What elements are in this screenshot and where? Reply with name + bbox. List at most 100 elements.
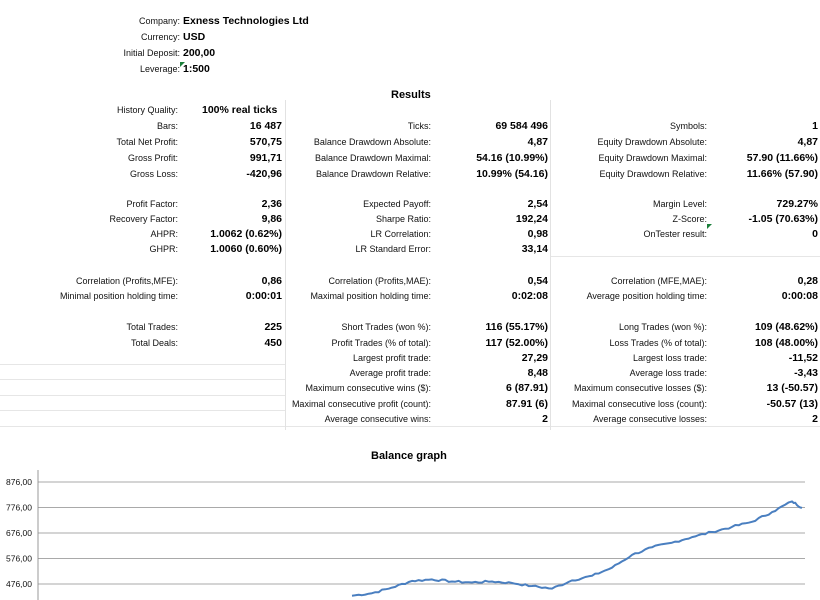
ghpr-label: GHPR: — [149, 244, 178, 254]
largest-loss-value: -11,52 — [788, 352, 818, 364]
ticks-label: Ticks: — [407, 121, 431, 131]
divider — [550, 100, 551, 430]
gross-profit-value: 991,71 — [249, 152, 282, 164]
recovery-factor-label: Recovery Factor: — [109, 214, 178, 224]
largest-profit-label: Largest profit trade: — [352, 353, 431, 363]
corr-profits-mae-value: 0,54 — [527, 275, 548, 287]
maximal-cons-profit-value: 87.91 (6) — [505, 398, 548, 410]
avg-profit-value: 8,48 — [527, 367, 548, 379]
z-score-value: -1.05 (70.63%) — [748, 213, 818, 225]
short-trades-label: Short Trades (won %): — [341, 322, 431, 332]
bars-value: 16 487 — [249, 120, 282, 132]
avg-cons-losses-label: Average consecutive losses: — [593, 414, 707, 424]
ontester-label: OnTester result: — [643, 229, 707, 239]
long-trades-label: Long Trades (won %): — [618, 322, 707, 332]
gross-profit-label: Gross Profit: — [127, 153, 178, 163]
divider — [0, 364, 285, 365]
largest-profit-value: 27,29 — [521, 352, 548, 364]
balance-dd-max-label: Balance Drawdown Maximal: — [314, 153, 431, 163]
avg-loss-value: -3,43 — [794, 367, 818, 379]
symbols-label: Symbols: — [669, 121, 707, 131]
total-net-profit-value: 570,75 — [249, 136, 282, 148]
profit-factor-value: 2,36 — [261, 198, 282, 210]
cell-marker — [707, 224, 712, 229]
maximal-cons-profit-label: Maximal consecutive profit (count): — [291, 399, 431, 409]
y-tick-label: 776,00 — [6, 503, 32, 513]
gross-loss-label: Gross Loss: — [129, 169, 178, 179]
avg-hold-value: 0:00:08 — [781, 290, 818, 302]
corr-profits-mfe-label: Correlation (Profits,MFE): — [75, 276, 178, 286]
corr-mfe-mae-label: Correlation (MFE,MAE): — [610, 276, 707, 286]
profit-factor-label: Profit Factor: — [126, 199, 178, 209]
profit-trades-label: Profit Trades (% of total): — [331, 338, 431, 348]
total-trades-value: 225 — [264, 321, 282, 333]
total-deals-label: Total Deals: — [130, 338, 178, 348]
results-title: Results — [391, 89, 431, 101]
balance-line — [351, 500, 803, 597]
divider — [0, 395, 285, 396]
bars-label: Bars: — [156, 121, 178, 131]
max-cons-losses-value: 13 (-50.57) — [766, 382, 818, 394]
corr-profits-mae-label: Correlation (Profits,MAE): — [328, 276, 431, 286]
equity-dd-rel-value: 11.66% (57.90) — [746, 168, 818, 180]
divider — [0, 379, 285, 380]
equity-dd-abs-label: Equity Drawdown Absolute: — [597, 137, 707, 147]
expected-payoff-label: Expected Payoff: — [363, 199, 431, 209]
min-hold-value: 0:00:01 — [245, 290, 282, 302]
deposit-label: Initial Deposit: — [123, 48, 180, 58]
long-trades-value: 109 (48.62%) — [754, 321, 818, 333]
y-tick-label: 676,00 — [6, 528, 32, 538]
history-quality-label: History Quality: — [116, 105, 178, 115]
equity-dd-max-value: 57.90 (11.66%) — [746, 152, 818, 164]
avg-cons-wins-label: Average consecutive wins: — [324, 414, 431, 424]
loss-trades-value: 108 (48.00%) — [754, 337, 818, 349]
margin-level-label: Margin Level: — [652, 199, 707, 209]
avg-cons-losses-value: 2 — [812, 413, 818, 425]
avg-hold-label: Average position holding time: — [586, 291, 707, 301]
corr-mfe-mae-value: 0,28 — [797, 275, 818, 287]
max-cons-losses-label: Maximum consecutive losses ($): — [573, 383, 707, 393]
expected-payoff-value: 2,54 — [527, 198, 548, 210]
divider — [285, 100, 286, 430]
profit-trades-value: 117 (52.00%) — [485, 337, 548, 349]
cell-marker — [180, 62, 185, 67]
max-hold-label: Maximal position holding time: — [310, 291, 431, 301]
leverage-label: Leverage: — [139, 64, 180, 74]
currency-value: USD — [183, 31, 206, 43]
corr-profits-mfe-value: 0,86 — [261, 275, 282, 287]
ontester-value: 0 — [812, 228, 818, 240]
max-cons-wins-label: Maximum consecutive wins ($): — [305, 383, 431, 393]
avg-loss-label: Average loss trade: — [629, 368, 707, 378]
y-tick-label: 876,00 — [6, 477, 32, 487]
lr-std-error-value: 33,14 — [521, 243, 548, 255]
balance-dd-rel-label: Balance Drawdown Relative: — [315, 169, 431, 179]
ghpr-value: 1.0060 (0.60%) — [210, 243, 282, 255]
avg-cons-wins-value: 2 — [542, 413, 548, 425]
maximal-cons-loss-label: Maximal consecutive loss (count): — [571, 399, 707, 409]
y-tick-label: 476,00 — [6, 579, 32, 589]
balance-dd-abs-label: Balance Drawdown Absolute: — [313, 137, 431, 147]
loss-trades-label: Loss Trades (% of total): — [609, 338, 707, 348]
max-cons-wins-value: 6 (87.91) — [505, 382, 548, 394]
chart-title: Balance graph — [371, 450, 447, 462]
equity-dd-rel-label: Equity Drawdown Relative: — [599, 169, 707, 179]
total-trades-label: Total Trades: — [126, 322, 178, 332]
max-hold-value: 0:02:08 — [511, 290, 548, 302]
equity-dd-abs-value: 4,87 — [797, 136, 818, 148]
deposit-value: 200,00 — [183, 47, 216, 59]
lr-std-error-label: LR Standard Error: — [355, 244, 431, 254]
ticks-value: 69 584 496 — [495, 120, 548, 132]
history-quality-value: 100% real ticks — [202, 104, 278, 116]
maximal-cons-loss-value: -50.57 (13) — [766, 398, 818, 410]
sharpe-ratio-label: Sharpe Ratio: — [375, 214, 431, 224]
balance-chart: 876,00 776,00 676,00 576,00 476,00 — [6, 470, 805, 600]
divider — [550, 256, 820, 257]
currency-label: Currency: — [140, 32, 180, 42]
company-label: Company: — [138, 16, 180, 26]
total-deals-value: 450 — [264, 337, 282, 349]
gross-loss-value: -420,96 — [246, 168, 282, 180]
company-value: Exness Technologies Ltd — [183, 15, 309, 27]
lr-correlation-label: LR Correlation: — [370, 229, 431, 239]
leverage-value: 1:500 — [183, 63, 210, 75]
short-trades-value: 116 (55.17%) — [485, 321, 548, 333]
